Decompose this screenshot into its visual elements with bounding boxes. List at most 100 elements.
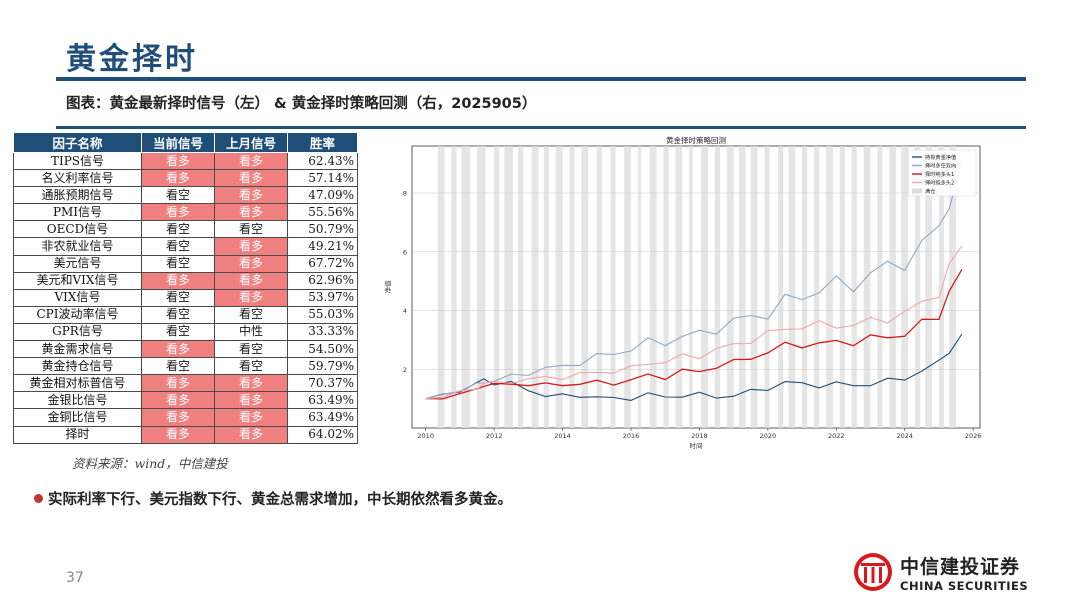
win-rate-cell: 62.43% [287,151,358,171]
full-position-band [531,146,539,428]
logo-english: CHINA SECURITIES [900,578,1029,593]
previous-signal-cell: 看多 [214,425,288,444]
y-axis-label: 净值 [383,280,392,294]
china-securities-logo-icon [854,553,892,591]
table-row: 通胀预期信号 看空 看多 47.09% [13,186,358,205]
current-signal-cell: 看多 [141,151,215,171]
x-tick-label: 2012 [486,432,503,440]
full-position-band [914,146,921,428]
legend-entry: 持有黄金净值 [925,153,956,161]
full-position-band [901,146,909,428]
x-tick-label: 2026 [965,432,982,440]
current-signal-cell: 看空 [141,237,215,256]
previous-signal-cell: 看多 [214,408,288,427]
signal-table: 因子名称 当前信号 上月信号 胜率 TIPS信号 看多 看多 62.43% 名义利率信号… [13,132,358,444]
current-signal-cell: 看多 [141,391,215,410]
legend-swatch [912,188,922,194]
table-row: 非农就业信号 看空 看多 49.21% [13,237,358,256]
logo-chinese: 中信建投证券 [900,555,1021,578]
factor-name-cell: PMI信号 [13,203,142,222]
title-rule [56,77,1026,81]
full-position-band [555,146,563,428]
header-factor: 因子名称 [13,132,142,153]
previous-signal-cell: 看空 [214,357,288,376]
previous-signal-cell: 看多 [214,288,288,307]
page-number: 37 [66,570,84,586]
series-line-2 [425,160,963,400]
full-position-band [543,146,549,428]
previous-signal-cell: 看多 [214,374,288,393]
previous-signal-cell: 看多 [214,391,288,410]
full-position-band [877,146,883,428]
factor-name-cell: GPR信号 [13,322,142,342]
table-row: OECD信号 看空 看空 50.79% [13,220,358,239]
previous-signal-cell: 看多 [214,169,288,188]
factor-name-cell: 名义利率信号 [13,169,142,188]
factor-name-cell: 择时 [13,425,142,444]
table-row: 金银比信号 看多 看多 63.49% [13,391,358,410]
factor-name-cell: 黄金需求信号 [13,340,142,359]
full-position-band [802,146,808,428]
x-tick-label: 2024 [896,432,913,440]
header-previous: 上月信号 [214,132,288,153]
full-position-band [851,146,857,428]
full-position-band [581,146,589,428]
previous-signal-cell: 看多 [214,237,288,256]
full-position-band [477,146,486,428]
factor-name-cell: 美元和VIX信号 [13,271,142,290]
conclusion: 实际利率下行、美元指数下行、黄金总需求增加，中长期依然看多黄金。 [34,488,512,509]
y-tick-label: 8 [403,190,407,198]
current-signal-cell: 看空 [141,254,215,273]
figure-caption: 图表：黄金最新择时信号（左） & 黄金择时策略回测（右，2025905） [66,96,537,112]
current-signal-cell: 看多 [141,408,215,427]
previous-signal-cell: 看空 [214,220,288,239]
full-position-band [437,146,445,428]
full-position-band [788,146,796,428]
full-position-band [764,146,770,428]
previous-signal-cell: 看空 [214,305,288,324]
x-tick-label: 2010 [417,432,434,440]
full-position-band [569,146,575,428]
x-axis-label: 时间 [690,441,703,450]
win-rate-cell: 55.03% [287,305,358,324]
series-line-4 [425,245,963,400]
factor-name-cell: 黄金持仓信号 [13,357,142,376]
table-row: 黄金持仓信号 看空 看空 59.79% [13,357,358,376]
current-signal-cell: 看空 [141,357,215,376]
table-row: 黄金需求信号 看多 看空 54.50% [13,340,358,359]
win-rate-cell: 50.79% [287,220,358,239]
full-position-band [596,146,602,428]
table-row: 美元信号 看空 看多 67.72% [13,254,358,273]
legend-entry: 满仓 [925,187,936,195]
table-row: PMI信号 看多 看多 55.56% [13,203,358,222]
legend-entry: 择时纯多头1 [925,170,954,178]
header-win-rate: 胜率 [287,132,358,153]
current-signal-cell: 看空 [141,220,215,239]
full-position-band [610,146,616,428]
factor-name-cell: 黄金相对标普信号 [13,374,142,393]
factor-name-cell: VIX信号 [13,288,142,307]
win-rate-cell: 54.50% [287,340,358,359]
backtest-chart: 2 4 6 8 2010 2012 2014 2016 2018 2020 2022 2024 2026… [383,135,982,450]
x-tick-label: 2016 [623,432,640,440]
win-rate-cell: 62.96% [287,271,358,290]
full-position-band [714,146,720,428]
win-rate-cell: 49.21% [287,237,358,256]
table-row: GPR信号 看空 中性 33.33% [13,322,358,342]
table-row: 黄金相对标普信号 看多 看多 70.37% [13,374,358,393]
win-rate-cell: 33.33% [287,322,358,342]
previous-signal-cell: 看多 [214,271,288,290]
full-position-band [726,146,734,428]
x-tick-label: 2018 [691,432,708,440]
full-position-band [637,146,642,428]
current-signal-cell: 看多 [141,271,215,290]
win-rate-cell: 63.49% [287,391,358,410]
table-header-row: 因子名称 当前信号 上月信号 胜率 [13,132,358,153]
chart-title: 黄金择时策略回测 [666,135,726,145]
factor-name-cell: 通胀预期信号 [13,186,142,205]
full-position-band [750,146,758,428]
win-rate-cell: 70.37% [287,374,358,393]
table-row: 金铜比信号 看多 看多 63.49% [13,408,358,427]
full-position-band [778,146,784,428]
previous-signal-cell: 看多 [214,151,288,171]
